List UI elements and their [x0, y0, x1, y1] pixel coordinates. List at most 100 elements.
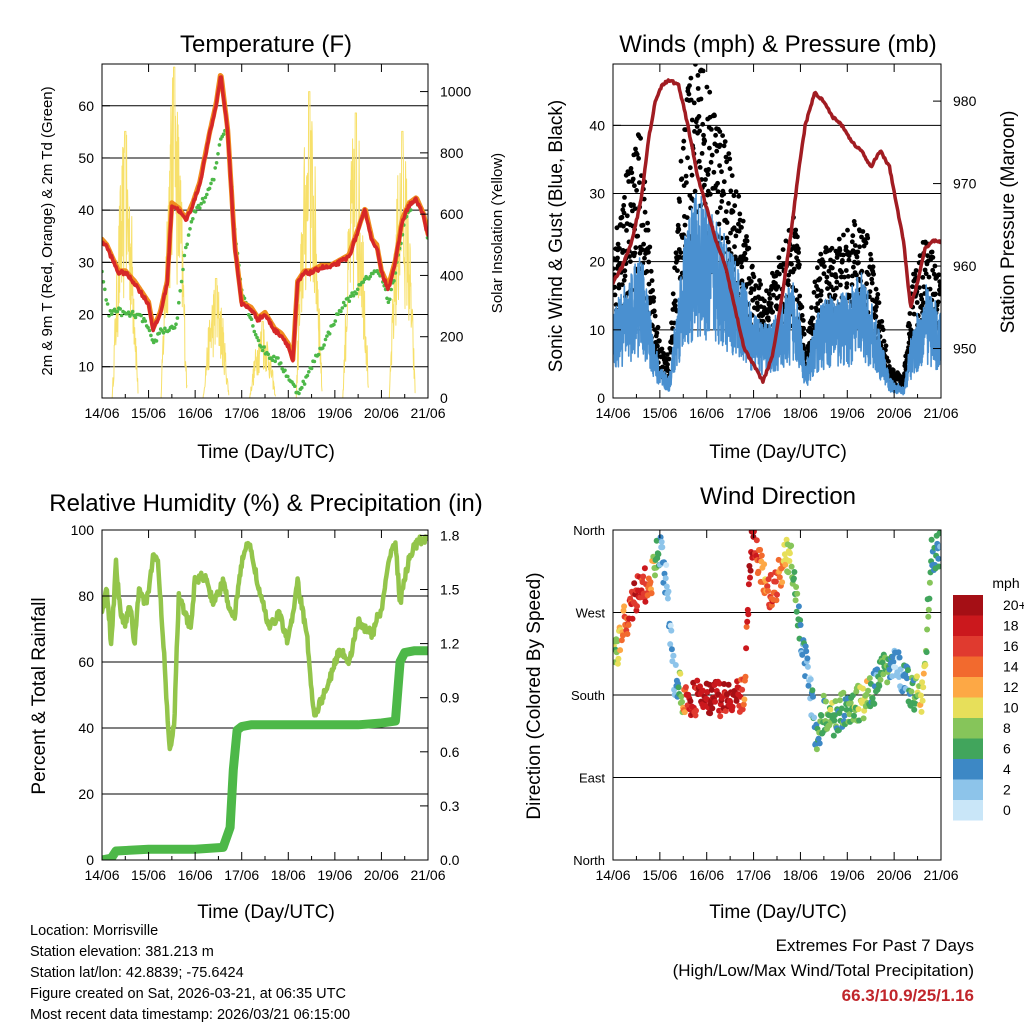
direction-point [926, 595, 933, 602]
dewpoint-point [105, 302, 110, 306]
gust-point [715, 180, 720, 186]
gust-point [652, 327, 657, 332]
y-tick-label: 40 [78, 720, 94, 736]
legend-label: 10 [1003, 700, 1019, 716]
direction-point [614, 638, 621, 645]
direction-point [841, 712, 848, 719]
gust-point [920, 275, 926, 280]
x-tick-label: 14/06 [595, 867, 630, 883]
gust-point [691, 100, 697, 106]
gust-point [626, 179, 632, 184]
dewpoint-point [199, 201, 203, 206]
x-tick-label: 20/06 [364, 867, 399, 883]
gust-point [840, 258, 845, 263]
gust-point [731, 225, 737, 231]
dewpoint-point [207, 186, 212, 191]
gust-point [622, 273, 628, 279]
gust-point [727, 166, 733, 172]
y-tick-label: West [576, 606, 606, 621]
direction-point [783, 536, 790, 543]
extremes-values: 66.3/10.9/25/1.16 [841, 986, 974, 1005]
gust-point [645, 220, 650, 226]
direction-point [809, 687, 816, 694]
dewpoint-point [172, 325, 177, 330]
gust-point [818, 288, 824, 294]
gust-point [724, 220, 730, 225]
direction-point [744, 618, 751, 625]
gust-point [613, 292, 618, 298]
legend-swatch [953, 718, 983, 739]
gust-point [696, 114, 702, 119]
gust-point [929, 249, 935, 255]
direction-point [742, 673, 749, 680]
gust-point [917, 285, 922, 290]
gust-point [936, 272, 941, 278]
dewpoint-point [118, 307, 122, 311]
gust-point [717, 142, 723, 148]
gust-point [665, 362, 670, 367]
direction-point [747, 567, 754, 574]
direction-point [892, 664, 899, 671]
x-tick-label: 19/06 [830, 867, 865, 883]
dewpoint-point [388, 297, 392, 302]
gust-point [628, 166, 634, 171]
gust-point [695, 86, 701, 91]
direction-point [837, 697, 843, 704]
gust-point [918, 293, 924, 298]
gust-point [622, 268, 628, 274]
direction-point [874, 666, 881, 673]
direction-point [825, 712, 832, 719]
humidity-series [102, 534, 428, 860]
dewpoint-point [191, 217, 195, 221]
direction-point [716, 680, 723, 687]
direction-axis-ticks: 14/06 15/06 16/06 17/06 18/06 19/06 20/06 21/06… [571, 523, 959, 883]
gust-point [704, 84, 710, 90]
gust-point [699, 151, 705, 156]
gust-point [708, 159, 714, 165]
dewpoint-point [115, 309, 120, 314]
direction-point [615, 655, 622, 662]
gust-point [869, 280, 875, 286]
gust-point [725, 239, 731, 245]
gust-point [758, 282, 763, 287]
direction-point [678, 693, 685, 700]
gust-point [879, 319, 885, 324]
gust-point [627, 254, 632, 259]
direction-point [920, 684, 927, 691]
x-tick-label: 20/06 [364, 405, 399, 421]
temperature-ylabel: 2m & 9m T (Red, Orange) & 2m Td (Green) [39, 86, 56, 375]
direction-point [667, 641, 674, 648]
gust-point [659, 346, 665, 352]
gust-point [707, 145, 712, 151]
gust-point [655, 343, 660, 349]
gust-point [703, 177, 708, 182]
gust-point [731, 193, 737, 199]
dewpoint-point [221, 132, 226, 136]
gust-point [930, 267, 936, 273]
dewpoint-point [147, 328, 152, 333]
direction-point [743, 623, 750, 630]
direction-point [739, 706, 746, 713]
dewpoint-point [339, 309, 343, 314]
dewpoint-point [126, 310, 131, 315]
gust-point [852, 222, 858, 228]
gust-point [812, 279, 818, 285]
dewpoint-point [300, 385, 304, 390]
gust-point [655, 324, 661, 330]
direction-point [908, 688, 915, 695]
direction-point [855, 706, 862, 713]
direction-point [617, 647, 624, 654]
gust-point [829, 245, 835, 251]
gust-point [707, 191, 713, 197]
gust-point [650, 288, 655, 293]
gust-point [795, 246, 801, 252]
dewpoint-point [392, 279, 396, 283]
station-info: Location: Morrisville Station elevation:… [30, 921, 350, 1026]
x-tick-label: 17/06 [736, 867, 771, 883]
direction-point [813, 746, 820, 753]
solar-line [111, 130, 139, 398]
y-tick-label: 20 [589, 254, 605, 270]
direction-point [794, 590, 801, 597]
direction-point [799, 651, 806, 658]
gust-point [843, 268, 849, 273]
